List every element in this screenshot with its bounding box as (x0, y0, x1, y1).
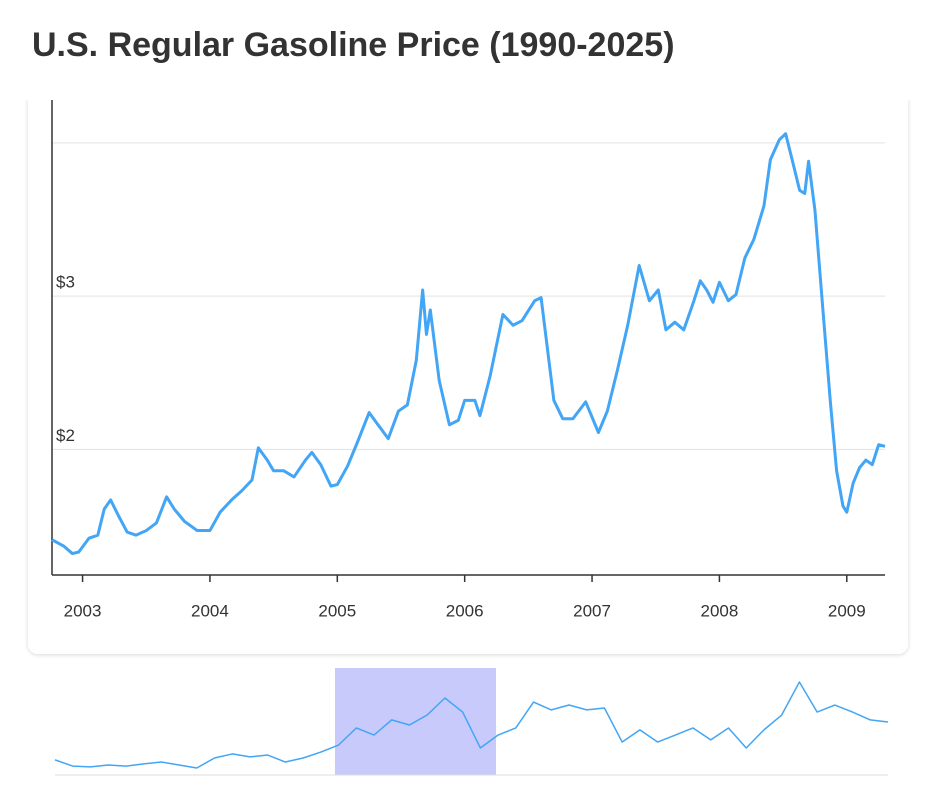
chart-title: U.S. Regular Gasoline Price (1990-2025) (32, 26, 675, 64)
x-tick-label: 2008 (701, 601, 739, 620)
x-tick-label: 2007 (573, 601, 611, 620)
card (28, 92, 908, 654)
line-series (51, 132, 886, 556)
x-tick-label: 2005 (318, 601, 356, 620)
y-tick-label: $2 (56, 426, 75, 445)
line-series (54, 681, 889, 769)
card-top-mask (20, 80, 920, 100)
y-tick-label: $3 (56, 273, 75, 292)
navigator (54, 681, 889, 776)
x-tick-label: 2009 (828, 601, 866, 620)
x-tick-label: 2004 (191, 601, 229, 620)
main-plot: $2 $3 2003 2004 2005 2006 2007 2008 2009 (51, 100, 886, 620)
x-tick-label: 2006 (446, 601, 484, 620)
x-tick-label: 2003 (64, 601, 102, 620)
